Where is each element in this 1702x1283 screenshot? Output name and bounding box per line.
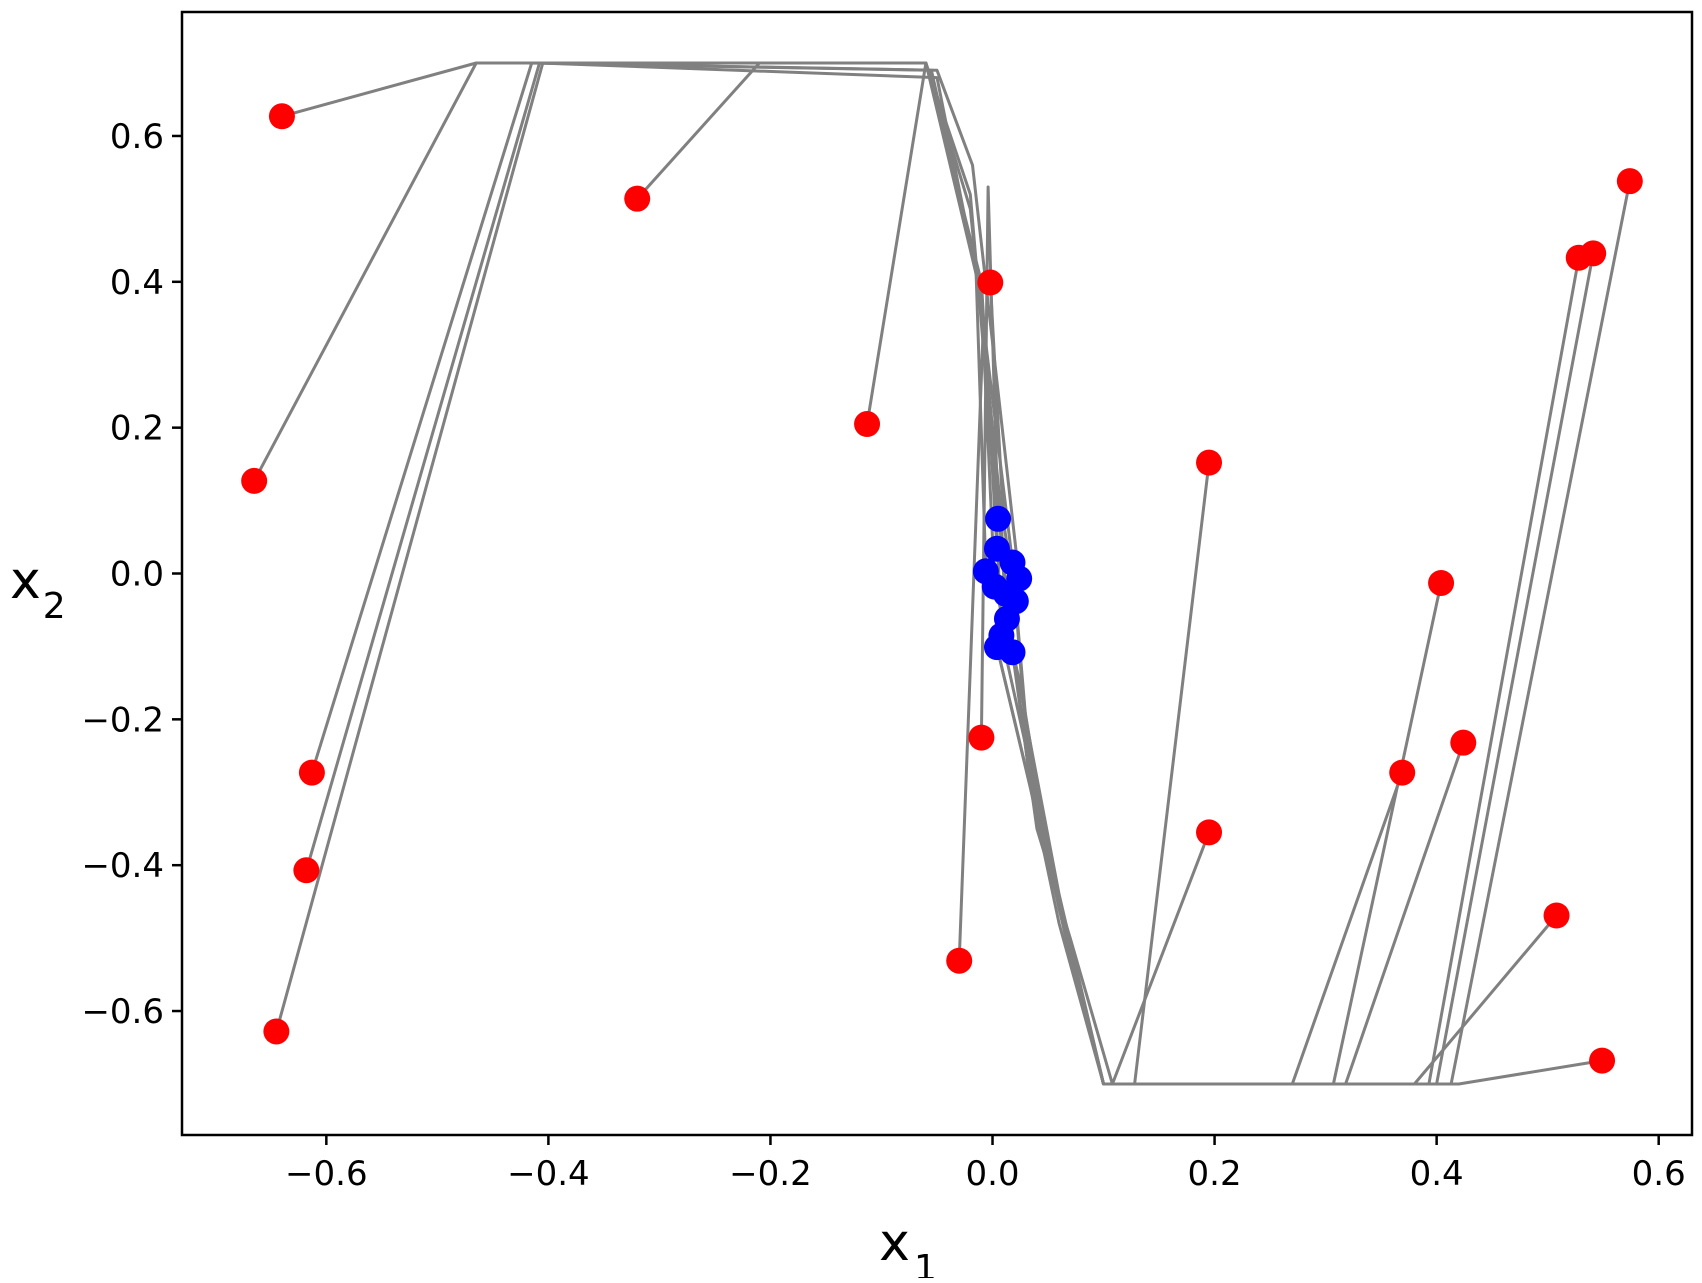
- x-tick-label: 0.0: [965, 1154, 1019, 1194]
- start-point-2: [241, 467, 268, 494]
- trajectory-layer: [252, 61, 1632, 1086]
- start-point-15: [1450, 729, 1477, 756]
- trajectory-line-19: [995, 179, 1632, 1086]
- start-point-14: [1428, 569, 1455, 596]
- y-tick-label: 0.4: [110, 263, 164, 303]
- start-point-8: [977, 269, 1004, 296]
- start-point-layer: [241, 103, 1643, 1074]
- start-point-10: [946, 947, 973, 974]
- y-tick-label: 0.6: [110, 117, 164, 157]
- x-axis-label-subscript: 1: [914, 1248, 937, 1278]
- start-point-7: [854, 411, 881, 438]
- x-axis-label-text: x: [879, 1213, 910, 1273]
- y-axis-label-text: x: [10, 551, 41, 611]
- trajectory-line-20: [1011, 650, 1604, 1086]
- end-point-1: [985, 505, 1012, 532]
- y-tick-label: −0.6: [81, 992, 164, 1032]
- y-tick-label: 0.2: [110, 409, 164, 449]
- x-axis-ticks: −0.6 −0.4 −0.2 0.0 0.2 0.4 0.6: [285, 1135, 1686, 1194]
- y-tick-label: −0.2: [81, 700, 164, 740]
- y-axis-label-subscript: 2: [43, 586, 66, 627]
- end-point-layer: [972, 505, 1033, 666]
- x-tick-label: −0.6: [285, 1154, 368, 1194]
- x-tick-label: 0.6: [1632, 1154, 1686, 1194]
- start-point-4: [293, 857, 320, 884]
- y-axis-label: x2: [10, 551, 66, 627]
- x-tick-label: 0.4: [1410, 1154, 1464, 1194]
- x-tick-label: −0.2: [729, 1154, 812, 1194]
- start-point-13: [1389, 759, 1416, 786]
- start-point-1: [268, 103, 295, 130]
- trajectory-line-4: [304, 61, 1014, 872]
- end-point-12: [999, 639, 1026, 666]
- y-axis-ticks: −0.6 −0.4 −0.2 0.0 0.2 0.4 0.6: [81, 117, 182, 1032]
- y-tick-label: 0.0: [110, 555, 164, 595]
- start-point-5: [263, 1018, 290, 1045]
- start-point-18: [1580, 240, 1607, 267]
- start-point-6: [624, 185, 651, 212]
- start-point-20: [1589, 1047, 1616, 1074]
- start-point-16: [1543, 902, 1570, 929]
- start-point-3: [298, 759, 325, 786]
- x-tick-label: 0.2: [1188, 1154, 1242, 1194]
- y-tick-label: −0.4: [81, 846, 164, 886]
- start-point-12: [1196, 819, 1223, 846]
- x-tick-label: −0.4: [507, 1154, 590, 1194]
- start-point-9: [968, 724, 995, 751]
- start-point-19: [1616, 168, 1643, 195]
- start-point-11: [1196, 449, 1223, 476]
